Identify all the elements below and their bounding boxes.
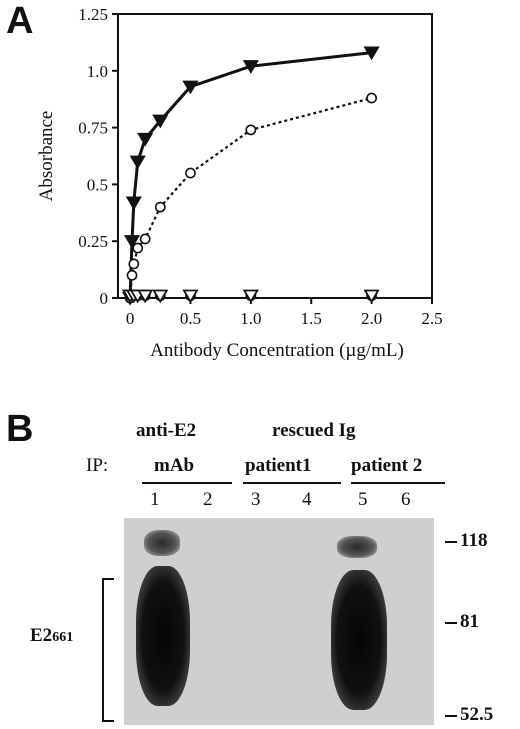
marker-label-118: 118 (460, 530, 488, 551)
lane-label-2: 2 (203, 489, 213, 510)
group-underline-patient2 (351, 482, 445, 484)
x-tick-label-5: 2.5 (421, 309, 442, 328)
marker-dash-81 (445, 622, 457, 624)
group-underline-patient1 (243, 482, 341, 484)
series-1-point-6 (185, 167, 196, 179)
lane-label-6: 6 (401, 489, 411, 510)
y-tick-label-5: 1.25 (78, 5, 108, 24)
band-lane1-main (136, 566, 190, 706)
x-tick-label-0: 0 (126, 309, 135, 328)
y-tick-label-1: 0.25 (78, 232, 108, 251)
series-0-point-8 (363, 46, 380, 61)
y-tick-label-2: 0.5 (87, 175, 108, 194)
series-0-point-5 (152, 114, 169, 129)
e2-bracket-label: E2661 (30, 625, 74, 646)
series-1-point-8 (366, 92, 378, 104)
y-tick-label-0: 0 (100, 289, 109, 308)
series-0-point-3 (129, 155, 146, 170)
series-1-point-1 (126, 269, 138, 281)
panel-b-letter: B (6, 408, 34, 450)
panel-a-letter: A (6, 0, 34, 42)
group-title-rescued-ig: rescued Ig (272, 420, 356, 441)
series-0-line (128, 51, 372, 299)
group-subtitle-patient2: patient 2 (351, 455, 423, 476)
band-lane1-upper (144, 530, 180, 556)
series-0-point-4 (137, 132, 154, 147)
lane-label-4: 4 (302, 489, 312, 510)
x-tick-label-1: 0.5 (180, 309, 201, 328)
western-blot-image (124, 518, 434, 725)
series-1-point-3 (132, 242, 144, 254)
ip-label: IP: (86, 455, 109, 476)
y-axis-title: Absorbance (36, 111, 57, 202)
lane-label-1: 1 (150, 489, 160, 510)
chart-series (122, 46, 380, 306)
series-3-point-4 (152, 289, 169, 304)
lane-label-5: 5 (358, 489, 368, 510)
series-3-point-3 (137, 289, 154, 304)
e2-bracket-subscript: 661 (52, 630, 74, 645)
series-1-point-7 (245, 124, 257, 136)
plot-frame (117, 13, 433, 299)
band-lane5-upper (337, 536, 377, 558)
y-tick-label-3: 0.75 (78, 119, 108, 138)
series-1-point-2 (128, 258, 140, 270)
series-3-point-5 (182, 289, 199, 304)
x-tick-label-2: 1.0 (240, 309, 261, 328)
group-subtitle-patient1: patient1 (245, 455, 312, 476)
series-3-point-7 (363, 289, 380, 304)
series-0-point-6 (182, 80, 199, 95)
series-0-point-1 (123, 235, 141, 249)
e2-bracket (102, 578, 114, 722)
y-tick-label-4: 1.0 (87, 62, 108, 81)
marker-label-52-5: 52.5 (460, 704, 494, 725)
group-title-anti-e2: anti-E2 (136, 420, 197, 441)
absorbance-chart: 0 0.25 0.5 0.75 1.0 1.25 0 0.5 1.0 1.5 2.0 2.5 Anti… (36, 5, 443, 361)
group-underline-mab (142, 482, 232, 484)
x-tick-label-3: 1.5 (301, 309, 322, 328)
series-0-point-2 (125, 196, 142, 211)
marker-dash-118 (445, 541, 457, 543)
series-1-point-4 (139, 233, 151, 245)
band-lane5-main (331, 570, 387, 710)
series-1-point-5 (154, 201, 166, 213)
marker-label-81: 81 (460, 611, 479, 632)
series-3-point-6 (242, 289, 259, 304)
x-axis-title: Antibody Concentration (µg/mL) (150, 340, 404, 361)
marker-dash-52-5 (445, 715, 457, 717)
chart-axes: 0 0.25 0.5 0.75 1.0 1.25 0 0.5 1.0 1.5 2.0 2.5 (78, 5, 442, 328)
x-tick-label-4: 2.0 (361, 309, 382, 328)
lane-label-3: 3 (251, 489, 261, 510)
group-subtitle-mab: mAb (154, 455, 195, 476)
series-0-point-7 (242, 60, 259, 74)
